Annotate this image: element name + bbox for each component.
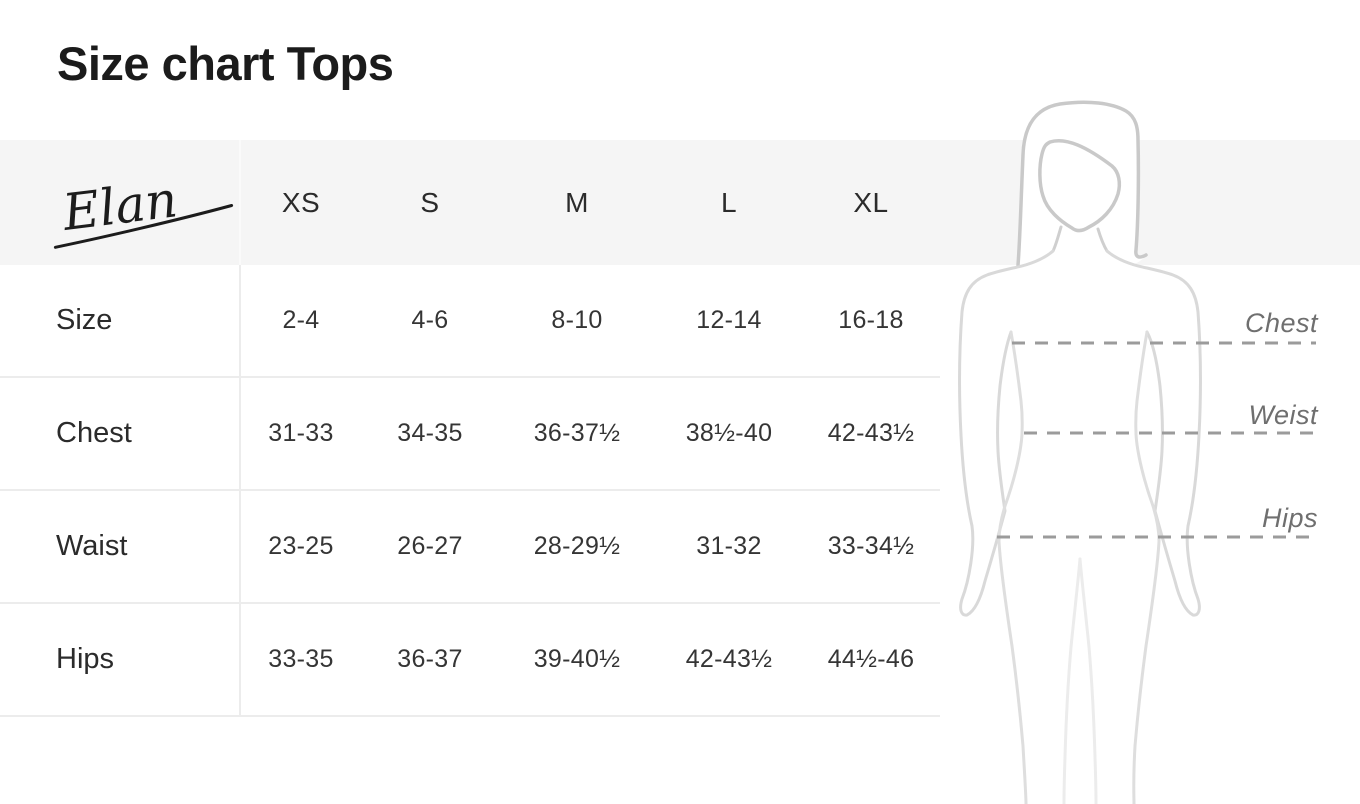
neck-left-line <box>1051 225 1063 253</box>
size-value-cell: 44½-46 <box>827 645 915 673</box>
size-value-cell: 26-27 <box>397 532 463 560</box>
size-value-cell: 36-37½ <box>533 419 621 447</box>
size-value-cell: 16-18 <box>838 306 904 334</box>
table-column-divider <box>239 140 241 265</box>
size-value-cell: 2-4 <box>282 306 320 334</box>
chest-measure-label: Chest <box>1245 308 1319 338</box>
size-value-cell: 42-43½ <box>827 419 915 447</box>
neck-right-line <box>1096 227 1109 253</box>
column-header: M <box>565 186 589 218</box>
table-row: Chest 31-33 34-35 36-37½ 38½-40 42-43½ <box>0 378 940 491</box>
size-value-cell: 8-10 <box>551 306 603 334</box>
left-inner-leg-outline <box>1062 557 1082 804</box>
size-value-cell: 42-43½ <box>685 645 773 673</box>
column-header: L <box>720 186 738 218</box>
table-header-row: XS S M L XL <box>0 140 940 265</box>
right-arm-outline <box>1105 249 1202 617</box>
brand-logo: Elan <box>53 170 234 249</box>
right-torso-leg-outline <box>1132 330 1161 804</box>
column-header: XL <box>853 186 889 218</box>
size-value-cell: 34-35 <box>397 419 463 447</box>
brand-logo-underline <box>53 204 234 249</box>
row-label: Size <box>56 304 113 336</box>
body-figure-illustration: Chest Weist Hips <box>958 100 1319 804</box>
column-header: S <box>420 186 440 218</box>
table-row: Waist 23-25 26-27 28-29½ 31-32 33-34½ <box>0 491 940 604</box>
size-value-cell: 31-33 <box>268 419 334 447</box>
size-value-cell: 28-29½ <box>533 532 621 560</box>
row-label: Chest <box>56 417 132 449</box>
brand-logo-text: Elan <box>59 170 181 242</box>
left-arm-outline <box>958 249 1055 617</box>
size-value-cell: 36-37 <box>397 645 463 673</box>
size-table: XS S M L XL Size 2-4 4-6 8-10 12-14 16-18 Chest 31-3… <box>0 140 940 717</box>
table-row: Hips 33-35 36-37 39-40½ 42-43½ 44½-46 <box>0 604 940 717</box>
size-value-cell: 23-25 <box>268 532 334 560</box>
right-inner-leg-outline <box>1078 557 1098 804</box>
hips-measure-label: Hips <box>1262 503 1318 533</box>
page-title: Size chart Tops <box>57 37 394 90</box>
size-value-cell: 33-35 <box>268 645 334 673</box>
table-column-divider <box>239 265 241 717</box>
size-value-cell: 39-40½ <box>533 645 621 673</box>
face-outline <box>1038 139 1122 233</box>
size-value-cell: 33-34½ <box>827 532 915 560</box>
size-value-cell: 31-32 <box>696 532 762 560</box>
hair-outline <box>1016 100 1148 267</box>
waist-measure-label: Weist <box>1248 400 1319 430</box>
left-torso-leg-outline <box>997 330 1028 804</box>
column-header: XS <box>281 186 321 218</box>
size-value-cell: 38½-40 <box>685 419 773 447</box>
size-value-cell: 12-14 <box>696 306 762 334</box>
row-label: Hips <box>56 643 115 675</box>
size-value-cell: 4-6 <box>411 306 449 334</box>
row-label: Waist <box>56 530 128 562</box>
table-row: Size 2-4 4-6 8-10 12-14 16-18 <box>0 265 940 378</box>
